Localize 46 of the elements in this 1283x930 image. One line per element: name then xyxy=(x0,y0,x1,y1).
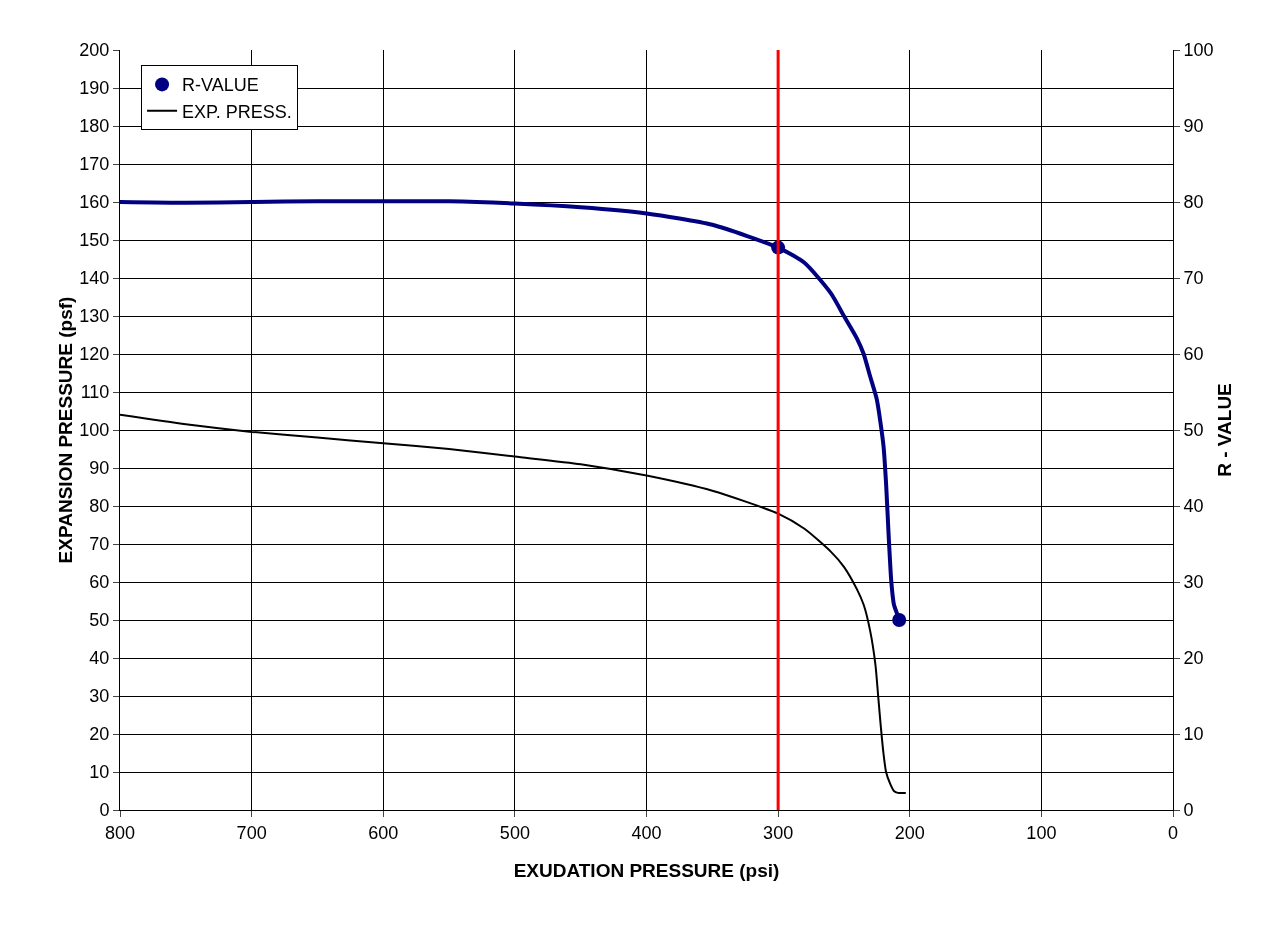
x-tick-label: 100 xyxy=(1026,822,1057,843)
y-tick-label: 30 xyxy=(89,686,110,707)
x-tick-label: 800 xyxy=(104,822,136,843)
y-axis-title: EXPANSION PRESSURE (psf) xyxy=(55,296,76,564)
x-tick-label: 700 xyxy=(236,822,267,843)
x-tick-label: 500 xyxy=(499,822,530,843)
y-tick-label: 50 xyxy=(89,610,110,631)
y-tick-label: 130 xyxy=(79,306,110,327)
x-tick-label: 300 xyxy=(763,822,794,843)
legend-label: EXP. PRESS. xyxy=(182,101,292,122)
y-tick-label: 110 xyxy=(80,382,110,403)
y2-tick-label: 90 xyxy=(1183,116,1204,137)
y2-tick-label: 80 xyxy=(1183,192,1204,213)
x-tick-label: 0 xyxy=(1167,822,1179,843)
y-tick-label: 200 xyxy=(79,40,110,61)
y2-tick-label: 70 xyxy=(1183,268,1204,289)
y2-tick-label: 0 xyxy=(1183,800,1194,821)
y2-tick-label: 50 xyxy=(1183,420,1204,441)
y-tick-label: 170 xyxy=(79,154,110,175)
x-axis-title: EXUDATION PRESSURE (psi) xyxy=(513,860,780,881)
y2-tick-label: 30 xyxy=(1183,572,1204,593)
y-tick-label: 190 xyxy=(79,78,110,99)
y-tick-label: 150 xyxy=(79,230,110,251)
legend-label: R-VALUE xyxy=(182,75,259,96)
y-tick-label: 100 xyxy=(79,420,110,441)
y-tick-label: 90 xyxy=(89,458,110,479)
y-tick-label: 60 xyxy=(89,572,110,593)
y2-tick-label: 20 xyxy=(1183,648,1204,669)
x-tick-label: 600 xyxy=(368,822,399,843)
y2-tick-label: 100 xyxy=(1183,40,1214,61)
y-tick-label: 20 xyxy=(89,724,110,745)
y2-axis-title: R - VALUE xyxy=(1213,383,1235,477)
y-tick-label: 40 xyxy=(89,648,110,669)
y-tick-label: 180 xyxy=(79,116,110,137)
y2-tick-label: 10 xyxy=(1183,724,1204,745)
y-tick-label: 70 xyxy=(89,534,110,555)
y-tick-label: 160 xyxy=(79,192,110,213)
y-tick-label: 10 xyxy=(89,762,110,783)
x-tick-label: 200 xyxy=(894,822,925,843)
y-tick-label: 140 xyxy=(79,268,110,289)
y-tick-label: 120 xyxy=(79,344,110,365)
y-tick-label: 0 xyxy=(99,800,110,821)
y2-tick-label: 60 xyxy=(1183,344,1204,365)
x-tick-label: 400 xyxy=(631,822,662,843)
y2-tick-label: 40 xyxy=(1183,496,1204,517)
y-tick-label: 80 xyxy=(89,496,110,517)
